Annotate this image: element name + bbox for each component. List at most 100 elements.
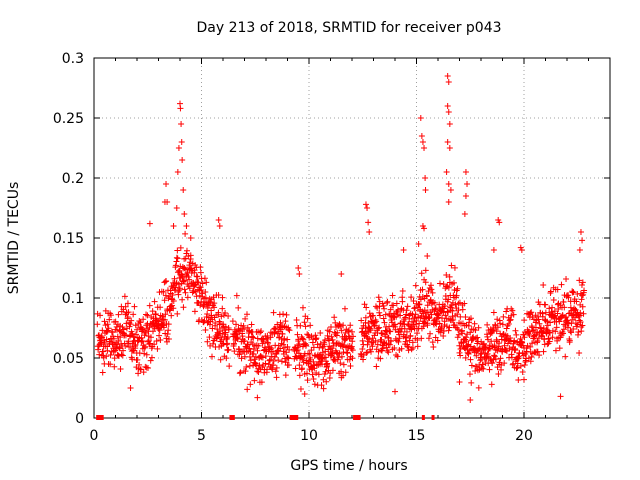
- data-point: [222, 329, 229, 336]
- data-point: [219, 294, 226, 301]
- data-point: [242, 368, 249, 375]
- data-point: [536, 320, 543, 327]
- data-point: [404, 343, 411, 350]
- data-point: [233, 330, 240, 337]
- data-point: [222, 310, 229, 317]
- data-point: [180, 304, 187, 311]
- data-point: [115, 337, 122, 344]
- data-point: [453, 292, 460, 299]
- data-point: [579, 303, 586, 310]
- data-point: [179, 296, 186, 303]
- data-point: [178, 139, 185, 145]
- data-point: [271, 325, 278, 332]
- data-point: [421, 225, 428, 232]
- data-point: [452, 301, 459, 308]
- data-point: [456, 379, 463, 385]
- data-point: [475, 384, 482, 391]
- data-point: [446, 324, 453, 331]
- data-point: [467, 397, 474, 403]
- data-point: [280, 341, 287, 348]
- data-point: [554, 337, 561, 344]
- data-point: [337, 323, 344, 330]
- data-point: [296, 372, 303, 379]
- data-point: [312, 336, 319, 343]
- data-point: [117, 365, 124, 372]
- data-point: [260, 338, 267, 345]
- data-point: [416, 301, 423, 308]
- data-point: [148, 354, 155, 361]
- data-point: [347, 362, 354, 369]
- data-point: [549, 304, 556, 311]
- data-point: [386, 341, 393, 348]
- data-point: [454, 285, 461, 292]
- data-point: [104, 347, 111, 354]
- data-point: [486, 366, 493, 373]
- x-tick-label: 5: [197, 428, 206, 444]
- data-point: [198, 287, 205, 294]
- data-point: [529, 327, 536, 334]
- data-point: [444, 308, 451, 315]
- data-point: [468, 379, 475, 386]
- data-point: [122, 303, 129, 310]
- data-point: [197, 269, 204, 276]
- data-point: [471, 320, 478, 327]
- data-point: [350, 333, 357, 340]
- data-point: [348, 343, 355, 350]
- data-point: [467, 329, 474, 336]
- data-point: [462, 313, 469, 320]
- data-point: [161, 297, 168, 304]
- data-point: [390, 302, 397, 309]
- data-point: [338, 368, 345, 375]
- data-point: [444, 283, 451, 290]
- data-point: [446, 145, 453, 151]
- data-point: [200, 319, 207, 326]
- data-point: [444, 103, 451, 109]
- data-point: [337, 360, 344, 367]
- data-point: [488, 338, 495, 345]
- data-point: [280, 311, 287, 318]
- data-point: [195, 279, 202, 286]
- data-point: [507, 334, 514, 341]
- data-point: [255, 342, 262, 349]
- data-point: [293, 355, 300, 362]
- data-point: [322, 348, 329, 355]
- data-point: [299, 355, 306, 362]
- data-point: [376, 309, 383, 316]
- plot-border: [93, 57, 611, 419]
- data-point: [432, 334, 439, 341]
- y-tick-label: 0: [75, 411, 84, 427]
- data-point: [465, 350, 472, 357]
- data-point: [329, 336, 336, 343]
- data-point: [224, 334, 231, 341]
- data-point: [173, 254, 180, 261]
- data-point: [450, 316, 457, 323]
- data-point: [238, 355, 245, 362]
- data-point: [181, 277, 188, 284]
- data-point: [348, 328, 355, 335]
- data-point: [445, 181, 452, 187]
- data-point: [482, 344, 489, 351]
- data-point: [451, 321, 458, 328]
- data-point: [296, 362, 303, 369]
- data-point: [413, 317, 420, 324]
- data-point: [193, 293, 200, 300]
- data-point: [301, 319, 308, 326]
- data-point: [564, 324, 571, 331]
- data-point: [187, 259, 194, 266]
- data-point: [491, 353, 498, 360]
- data-point: [529, 313, 536, 320]
- data-point: [329, 367, 336, 374]
- data-point: [270, 309, 277, 316]
- data-point: [199, 280, 206, 287]
- data-point: [315, 371, 322, 378]
- data-point: [535, 316, 542, 323]
- data-point: [162, 311, 169, 318]
- data-point: [428, 311, 435, 318]
- data-point: [96, 351, 103, 358]
- data-point: [143, 311, 150, 318]
- data-point: [124, 300, 131, 307]
- data-point: [174, 169, 181, 175]
- data-point: [344, 350, 351, 357]
- data-point: [251, 377, 258, 384]
- data-point: [365, 219, 372, 226]
